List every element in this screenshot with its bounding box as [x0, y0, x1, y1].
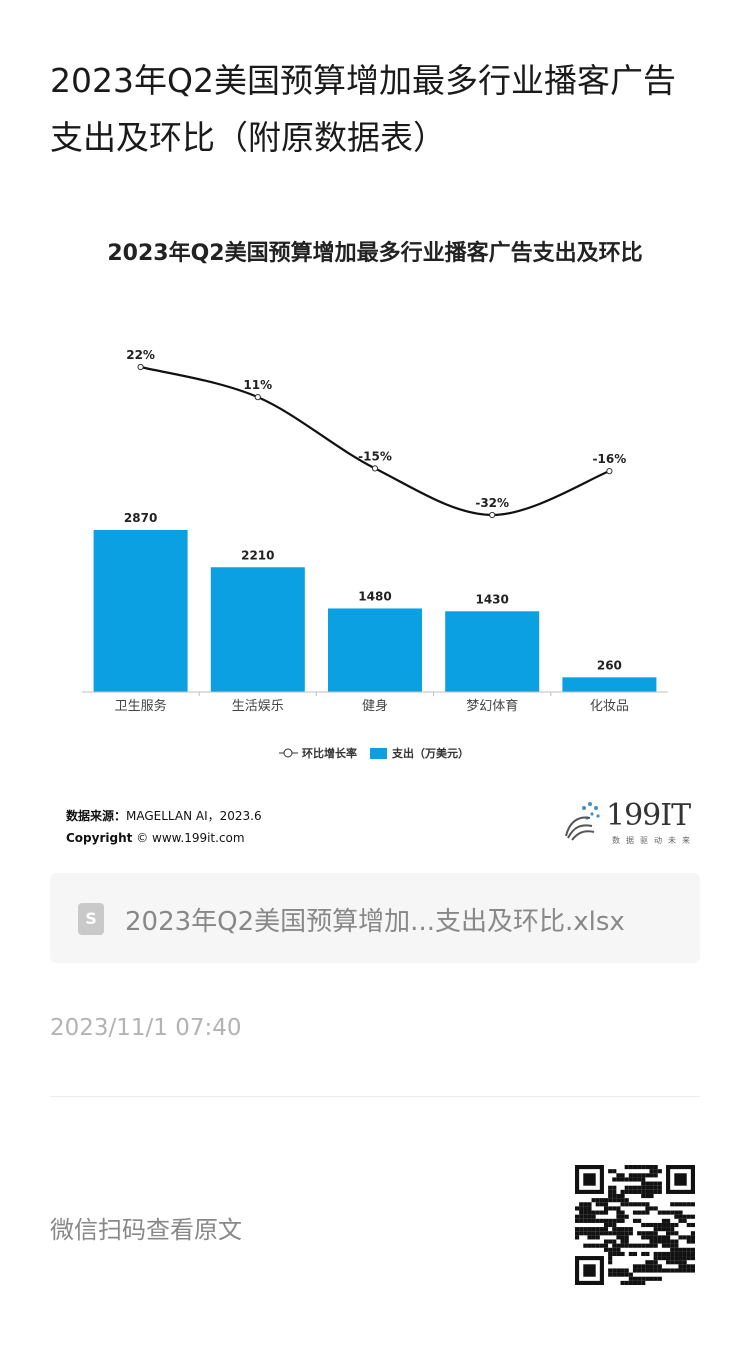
growth-rate-label: -16%: [593, 452, 627, 466]
bar-value-label: 1430: [475, 592, 508, 606]
logo-text: 199IT: [606, 798, 691, 833]
attachment-card[interactable]: 2023年Q2美国预算增加...支出及环比.xlsx: [50, 873, 700, 963]
copyright-value: www.199it.com: [152, 831, 245, 845]
legend-line-marker: [283, 748, 293, 758]
x-tick-label: 化妆品: [590, 699, 629, 714]
growth-rate-line: [140, 365, 610, 517]
qr-hint-text: 微信扫码查看原文: [50, 1216, 242, 1244]
divider: [50, 1096, 700, 1097]
bar-value-label: 260: [597, 658, 622, 672]
copyright-symbol: ©: [136, 831, 149, 845]
x-tick-label: 健身: [362, 698, 388, 714]
growth-rate-label: -32%: [475, 496, 509, 510]
growth-rate-point: [371, 465, 379, 472]
growth-rate-point: [254, 394, 261, 401]
bar-value-label: 2210: [241, 548, 274, 562]
logo-subtitle: 数据驱动未来: [612, 836, 696, 845]
source-label: 数据来源：: [66, 809, 127, 823]
chart-image: 2023年Q2美国预算增加最多行业播客广告支出及环比 2870 卫生服务 2210 生…: [50, 215, 700, 855]
growth-rate-point: [137, 363, 144, 371]
growth-rate-label: 22%: [126, 348, 155, 362]
copyright-label: Copyright: [66, 831, 133, 845]
growth-rate-point: [489, 511, 496, 519]
spreadsheet-file-icon: [78, 903, 104, 935]
legend-bar-swatch: [370, 748, 387, 759]
bar: [445, 611, 540, 692]
x-tick-label: 生活娱乐: [232, 699, 284, 714]
chart-title: 2023年Q2美国预算增加最多行业播客广告支出及环比: [107, 240, 642, 266]
publish-timestamp: 2023/11/1 07:40: [50, 1015, 242, 1041]
source-note: 数据来源：MAGELLAN AI，2023.6 Copyright © www.…: [66, 805, 262, 849]
attachment-filename[interactable]: 2023年Q2美国预算增加...支出及环比.xlsx: [125, 907, 625, 937]
growth-rate-point: [606, 468, 613, 475]
chart-svg: 2023年Q2美国预算增加最多行业播客广告支出及环比 2870 卫生服务 2210 生…: [82, 240, 668, 760]
growth-rate-label: 11%: [243, 378, 272, 392]
source-value: MAGELLAN AI，2023.6: [126, 809, 262, 823]
bar: [562, 677, 657, 692]
x-tick-label: 梦幻体育: [466, 698, 518, 714]
article-title: 2023年Q2美国预算增加最多行业播客广告支出及环比（附原数据表）: [50, 61, 676, 157]
qr-code-icon[interactable]: [575, 1165, 695, 1285]
bar-value-label: 1480: [358, 589, 391, 603]
chart-legend: 环比增长率 支出（万美元）: [279, 746, 469, 760]
bar: [328, 608, 422, 692]
legend-line-label: 环比增长率: [302, 746, 357, 760]
199it-logo: 199IT 数据驱动未来: [560, 798, 700, 848]
legend-bar-label: 支出（万美元）: [391, 746, 469, 760]
growth-rate-label: -15%: [358, 449, 392, 463]
logo-mark-icon: [565, 802, 600, 841]
x-tick-label: 卫生服务: [115, 698, 167, 714]
bar: [210, 567, 305, 692]
bar: [93, 530, 188, 692]
bar-value-label: 2870: [124, 511, 157, 525]
